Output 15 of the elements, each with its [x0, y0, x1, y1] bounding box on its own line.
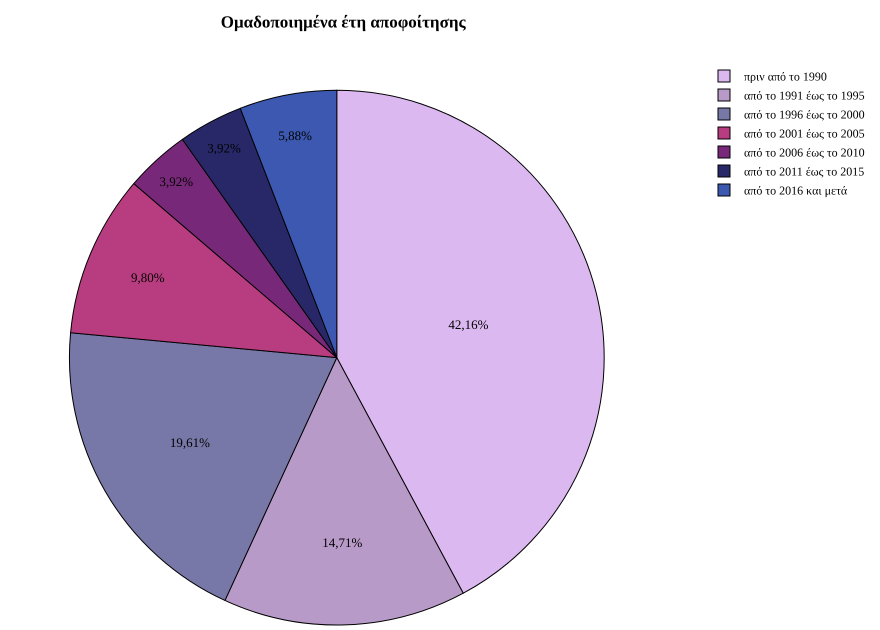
data-label: 3,92% — [207, 140, 242, 156]
legend-label: από το 2011 έως το 2015 — [744, 164, 864, 179]
legend-label: από το 2006 έως το 2010 — [744, 146, 865, 160]
data-label: 9,80% — [131, 270, 165, 286]
legend-label: από το 1996 έως το 2000 — [744, 108, 865, 122]
data-label: 42,16% — [448, 317, 489, 332]
data-label: 3,92% — [160, 174, 194, 190]
legend-label: από το 1991 έως το 1995 — [744, 88, 865, 103]
legend-label: πριν από το 1990 — [744, 70, 827, 84]
data-label: 14,71% — [322, 534, 363, 550]
chart-title: Ομαδοποιημένα έτη αποφοίτησης — [220, 12, 466, 32]
legend-label: από το 2001 έως το 2005 — [744, 126, 865, 141]
legend-label: από το 2016 και μετά — [744, 184, 848, 198]
data-label: 5,88% — [278, 128, 312, 144]
data-label: 19,61% — [170, 434, 210, 450]
